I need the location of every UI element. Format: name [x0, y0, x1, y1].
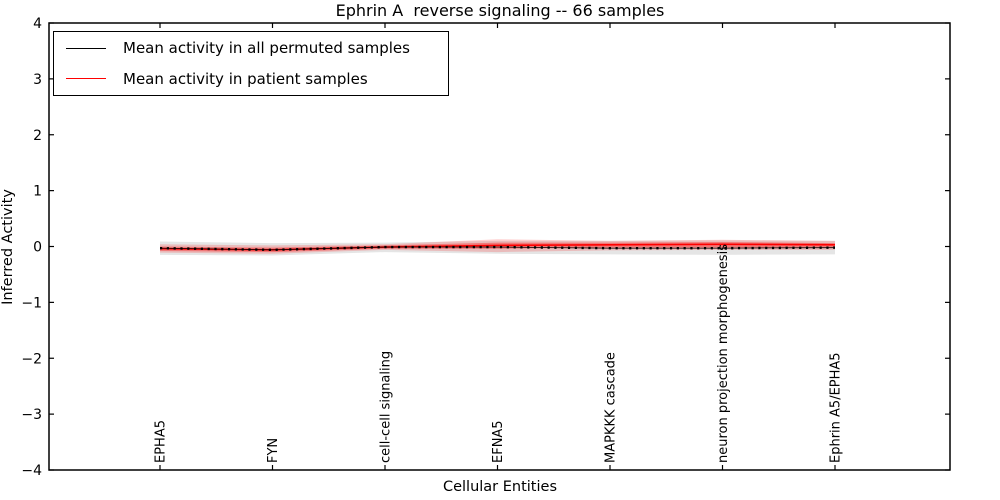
x-tick-label: EPHA5 [154, 420, 169, 463]
y-tick-label: 1 [33, 184, 42, 200]
legend-line-sample-red [66, 78, 106, 80]
y-tick-label: 3 [33, 72, 42, 88]
legend-label-patient: Mean activity in patient samples [123, 69, 368, 88]
x-tick-label: Ephrin A5/EPHA5 [829, 352, 844, 463]
x-tick-label: cell-cell signaling [379, 351, 394, 463]
y-tick-label: −2 [21, 351, 42, 367]
legend-label-permuted: Mean activity in all permuted samples [123, 39, 410, 58]
legend-box: Mean activity in all permuted samples Me… [53, 31, 449, 96]
chart-title: Ephrin A reverse signaling -- 66 samples [335, 1, 665, 20]
y-tick-label: 0 [33, 240, 42, 256]
y-axis-label: Inferred Activity [0, 189, 16, 305]
y-tick-label: −1 [21, 295, 42, 311]
legend-entry-permuted: Mean activity in all permuted samples [54, 34, 448, 62]
x-tick-label: MAPKKK cascade [604, 352, 619, 463]
legend-line-sample-black [66, 47, 106, 49]
y-tick-label: 2 [33, 128, 42, 144]
series-line-permuted [159, 246, 836, 251]
x-tick-label: neuron projection morphogenesis [716, 244, 731, 463]
y-tick-label: −4 [21, 463, 42, 479]
x-tick-label: EFNA5 [491, 420, 506, 463]
x-tick-label: FYN [266, 438, 281, 463]
band-patient-sample-range-outer [160, 239, 835, 254]
legend-entry-patient: Mean activity in patient samples [54, 65, 448, 93]
y-tick-label: −3 [21, 407, 42, 423]
y-tick-label: 4 [33, 16, 42, 32]
x-axis-label: Cellular Entities [442, 479, 558, 495]
